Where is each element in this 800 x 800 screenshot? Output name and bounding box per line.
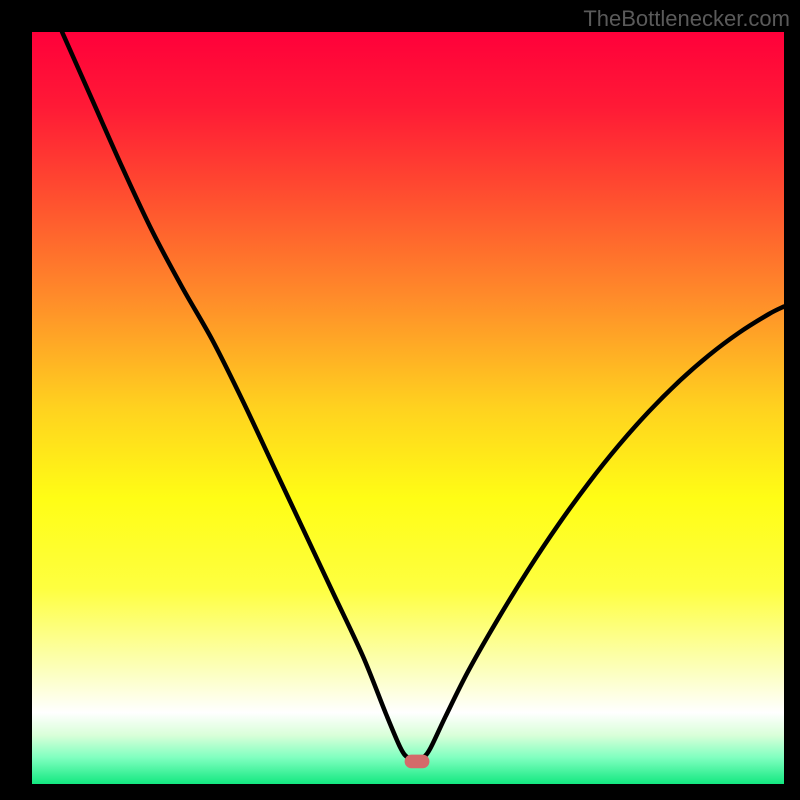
- bottleneck-chart: [0, 0, 800, 800]
- plot-background: [32, 32, 784, 784]
- chart-container: TheBottlenecker.com: [0, 0, 800, 800]
- minimum-marker: [405, 755, 430, 769]
